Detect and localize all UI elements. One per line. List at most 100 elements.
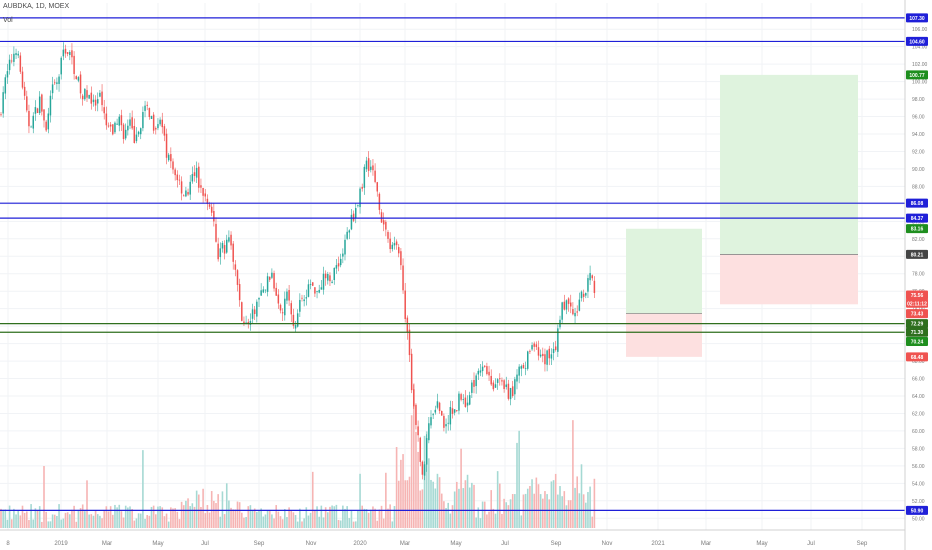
candle-body — [441, 410, 443, 416]
volume-bar — [389, 504, 391, 528]
price-tick-label: 62.00 — [912, 411, 925, 417]
candle-body — [481, 366, 484, 372]
candle-body — [86, 90, 88, 98]
candle-body — [447, 422, 449, 424]
time-axis[interactable]: 8 2019 Mar May Jul Sep Nov 2020 Mar May Jul Sep Nov 2… — [0, 529, 905, 547]
volume-bar — [468, 487, 471, 528]
price-axis-background — [905, 0, 932, 550]
volume-bar — [408, 476, 411, 528]
volume-bar — [202, 488, 204, 528]
volume-bar — [322, 517, 325, 528]
candle-body — [206, 198, 209, 204]
volume-bar — [453, 491, 456, 528]
candle-body — [320, 287, 323, 290]
volume-bar — [206, 505, 209, 528]
volume-bar — [554, 473, 557, 528]
candle-body — [230, 234, 232, 246]
volume-bar — [157, 506, 159, 528]
candle-body — [591, 275, 593, 279]
volume-bar — [258, 509, 260, 528]
candle-body — [574, 312, 576, 317]
volume-bar — [305, 507, 308, 528]
volume-bar — [514, 494, 516, 528]
candle-body — [213, 211, 215, 222]
candle-body — [492, 382, 495, 390]
candle-body — [352, 213, 355, 221]
volume-bar — [161, 507, 164, 528]
candle-body — [453, 409, 456, 413]
volume-bar — [413, 383, 415, 528]
volume-bar — [501, 513, 503, 528]
symbol-legend[interactable]: AUBDKA, 1D, MOEX — [3, 3, 70, 10]
volume-bar — [223, 514, 226, 528]
candle-body — [79, 74, 82, 94]
candle-body — [400, 251, 402, 266]
candle-body — [376, 182, 378, 192]
time-tick-label: Jul — [501, 541, 509, 547]
volume-bar — [488, 511, 490, 528]
candle-body — [208, 204, 211, 207]
candle-body — [550, 354, 553, 359]
candle-body — [234, 264, 237, 270]
price-tick-label: 60.00 — [912, 429, 925, 435]
candle-body — [565, 300, 568, 310]
price-badge — [906, 249, 928, 259]
time-tick-label: May — [450, 541, 461, 547]
volume-bar — [268, 510, 271, 528]
volume-bar — [318, 516, 320, 528]
candle-body — [542, 353, 544, 357]
volume-bar — [314, 509, 316, 528]
candle-body — [142, 112, 144, 129]
candle-body — [561, 302, 563, 320]
volume-bar — [112, 514, 114, 528]
price-badge — [906, 36, 928, 46]
candle-body — [423, 464, 426, 476]
candle-body — [322, 273, 325, 290]
volume-bar — [352, 521, 355, 528]
volume-bar — [505, 502, 508, 528]
candle-body — [129, 119, 131, 126]
position-zones[interactable] — [626, 74, 858, 357]
volume-bar — [567, 500, 570, 528]
volume-legend[interactable]: Vol — [3, 17, 13, 24]
candle-body — [116, 123, 118, 125]
candle-body — [13, 53, 15, 62]
volume-bar — [456, 481, 458, 528]
volume-bar — [230, 507, 232, 528]
volume-bar — [350, 509, 353, 528]
volume-bar — [333, 506, 336, 528]
candle-body — [11, 60, 13, 62]
candle-body — [84, 88, 86, 100]
volume-bar — [273, 518, 275, 528]
candle-body — [198, 166, 200, 188]
candle-body — [241, 302, 243, 321]
candle-body — [361, 186, 363, 189]
volume-bar — [129, 506, 131, 528]
volume-bar — [486, 514, 488, 528]
time-tick-label: May — [756, 541, 767, 547]
candle-body — [148, 108, 151, 118]
volume-bar — [516, 442, 518, 528]
horizontal-levels[interactable] — [0, 17, 905, 512]
volume-bar — [131, 509, 133, 528]
candle-body — [503, 380, 505, 390]
volume-bar — [382, 518, 385, 528]
candle-body — [527, 351, 529, 369]
price-badge — [906, 213, 928, 223]
candle-body — [189, 181, 191, 195]
volume-bar — [425, 431, 428, 528]
volume-bar — [187, 498, 189, 528]
candle-body — [475, 375, 477, 387]
volume-bar — [462, 488, 465, 528]
candle-body — [346, 231, 348, 239]
candle-body — [152, 114, 155, 131]
candle-body — [284, 298, 286, 316]
candle-body — [187, 192, 189, 195]
candle-body — [62, 49, 65, 57]
price-axis[interactable]: 50.00 52.00 54.00 56.00 58.00 60.00 62.00 64.00… — [904, 0, 932, 550]
volume-bar — [449, 513, 452, 528]
price-badge-label: 70.24 — [911, 340, 924, 346]
volume-bar — [344, 508, 346, 528]
volume-bar — [2, 509, 4, 528]
